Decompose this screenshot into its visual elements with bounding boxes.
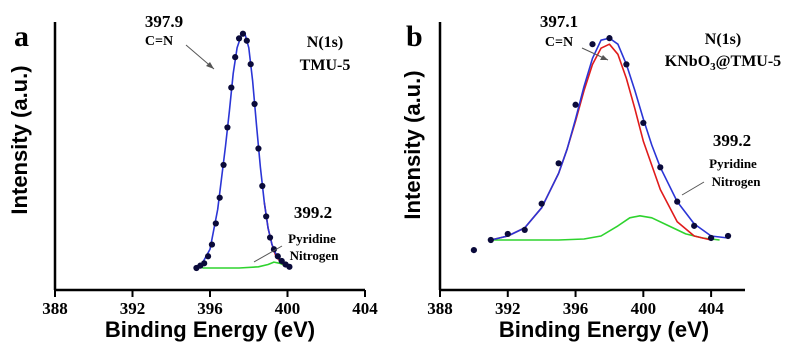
peak-main-value: 397.1 bbox=[540, 12, 578, 31]
series-measured-point bbox=[504, 230, 511, 238]
series-measured-point bbox=[228, 84, 235, 91]
legend-support: @TMU-5 bbox=[716, 53, 782, 70]
series-envelope-line bbox=[194, 32, 292, 269]
series-measured-point bbox=[708, 234, 715, 242]
series-measured-point bbox=[555, 160, 562, 167]
peak-main-label: C=N bbox=[145, 34, 173, 49]
panel-label: a bbox=[14, 20, 29, 53]
legend-line-1: N(1s) bbox=[705, 31, 741, 48]
peak-minor-label-1: Pyridine bbox=[288, 231, 336, 246]
series-measured-point bbox=[270, 246, 278, 253]
series-component-cn-line bbox=[490, 43, 712, 241]
x-tick-label-404: 404 bbox=[698, 299, 724, 318]
series-component-pyridine-line bbox=[490, 215, 720, 241]
series-measured-point bbox=[208, 241, 216, 248]
legend-compound: KNbO bbox=[665, 53, 710, 70]
series-measured-point bbox=[224, 124, 231, 131]
peak-minor-label-1: Pyridine bbox=[709, 156, 757, 171]
series-measured-point bbox=[538, 200, 545, 207]
peak-main-arrowhead bbox=[206, 62, 214, 69]
x-tick-label-400: 400 bbox=[275, 299, 301, 318]
legend-line-1: N(1s) bbox=[307, 34, 343, 51]
panel-b: b Intensity (a.u.) 388 392 396 400 404 Bindi… bbox=[400, 12, 781, 342]
peak-main-arrowhead bbox=[600, 55, 608, 60]
series-measured-point bbox=[589, 41, 596, 48]
peak-minor-arrow bbox=[253, 245, 283, 263]
series-measured-point bbox=[521, 226, 528, 234]
peak-minor-arrow bbox=[681, 181, 705, 196]
series-measured-point bbox=[724, 232, 732, 240]
series-measured-point bbox=[216, 194, 223, 201]
x-tick-label-400: 400 bbox=[631, 299, 657, 318]
legend-line-2: KNbO3@TMU-5 bbox=[665, 53, 781, 73]
series-measured-point bbox=[572, 101, 579, 108]
series-measured-point bbox=[204, 253, 212, 260]
panel-label: b bbox=[406, 20, 423, 53]
legend-subscript: 3 bbox=[710, 61, 716, 73]
series-measured-point bbox=[266, 234, 274, 241]
legend-line-2: TMU-5 bbox=[300, 57, 351, 74]
peak-minor-label-2: Nitrogen bbox=[712, 174, 762, 189]
series-measured-point bbox=[201, 260, 208, 267]
series-measured-point bbox=[286, 263, 293, 270]
series-measured-point bbox=[263, 213, 270, 220]
y-axis-title: Intensity (a.u.) bbox=[7, 65, 32, 214]
x-tick-label-404: 404 bbox=[352, 299, 378, 318]
peak-minor-label-2: Nitrogen bbox=[290, 248, 340, 263]
series-measured-point bbox=[259, 182, 266, 190]
x-tick-label-388: 388 bbox=[42, 299, 68, 318]
series-measured-point bbox=[243, 37, 250, 44]
series-measured-point bbox=[212, 220, 219, 227]
peak-main-value: 397.9 bbox=[145, 12, 183, 31]
series-measured-point bbox=[220, 161, 227, 169]
x-tick-label-396: 396 bbox=[197, 299, 223, 318]
series-measured-point bbox=[232, 54, 239, 61]
series-measured-point bbox=[487, 236, 494, 244]
panel-a: a Intensity (a.u.) 388 392 396 400 404 Bindi… bbox=[7, 12, 378, 342]
series-measured-point bbox=[247, 61, 254, 68]
series-measured-point bbox=[657, 164, 664, 171]
x-tick-label-396: 396 bbox=[563, 299, 589, 318]
y-axis-title: Intensity (a.u.) bbox=[400, 70, 425, 219]
peak-main-label: C=N bbox=[545, 35, 573, 50]
series-measured-point bbox=[235, 35, 243, 42]
series-measured-point bbox=[274, 253, 281, 260]
x-tick-label-392: 392 bbox=[495, 299, 521, 318]
series-measured-point bbox=[606, 35, 613, 42]
series-measured-point bbox=[623, 61, 630, 68]
series-measured-point bbox=[674, 198, 681, 205]
x-axis-title: Binding Energy (eV) bbox=[105, 317, 315, 342]
series-measured-point bbox=[255, 145, 262, 152]
series-measured-point bbox=[251, 100, 258, 108]
series-measured-point bbox=[239, 30, 247, 37]
series-component-pyridine-line bbox=[202, 261, 288, 269]
x-tick-label-392: 392 bbox=[120, 299, 146, 318]
x-tick-label-388: 388 bbox=[427, 299, 453, 318]
series-measured-point bbox=[691, 222, 698, 229]
peak-minor-value: 399.2 bbox=[713, 131, 751, 150]
x-axis-title: Binding Energy (eV) bbox=[499, 317, 709, 342]
series-measured-point bbox=[640, 119, 647, 127]
series-measured-point bbox=[470, 246, 477, 254]
peak-minor-value: 399.2 bbox=[294, 203, 332, 222]
